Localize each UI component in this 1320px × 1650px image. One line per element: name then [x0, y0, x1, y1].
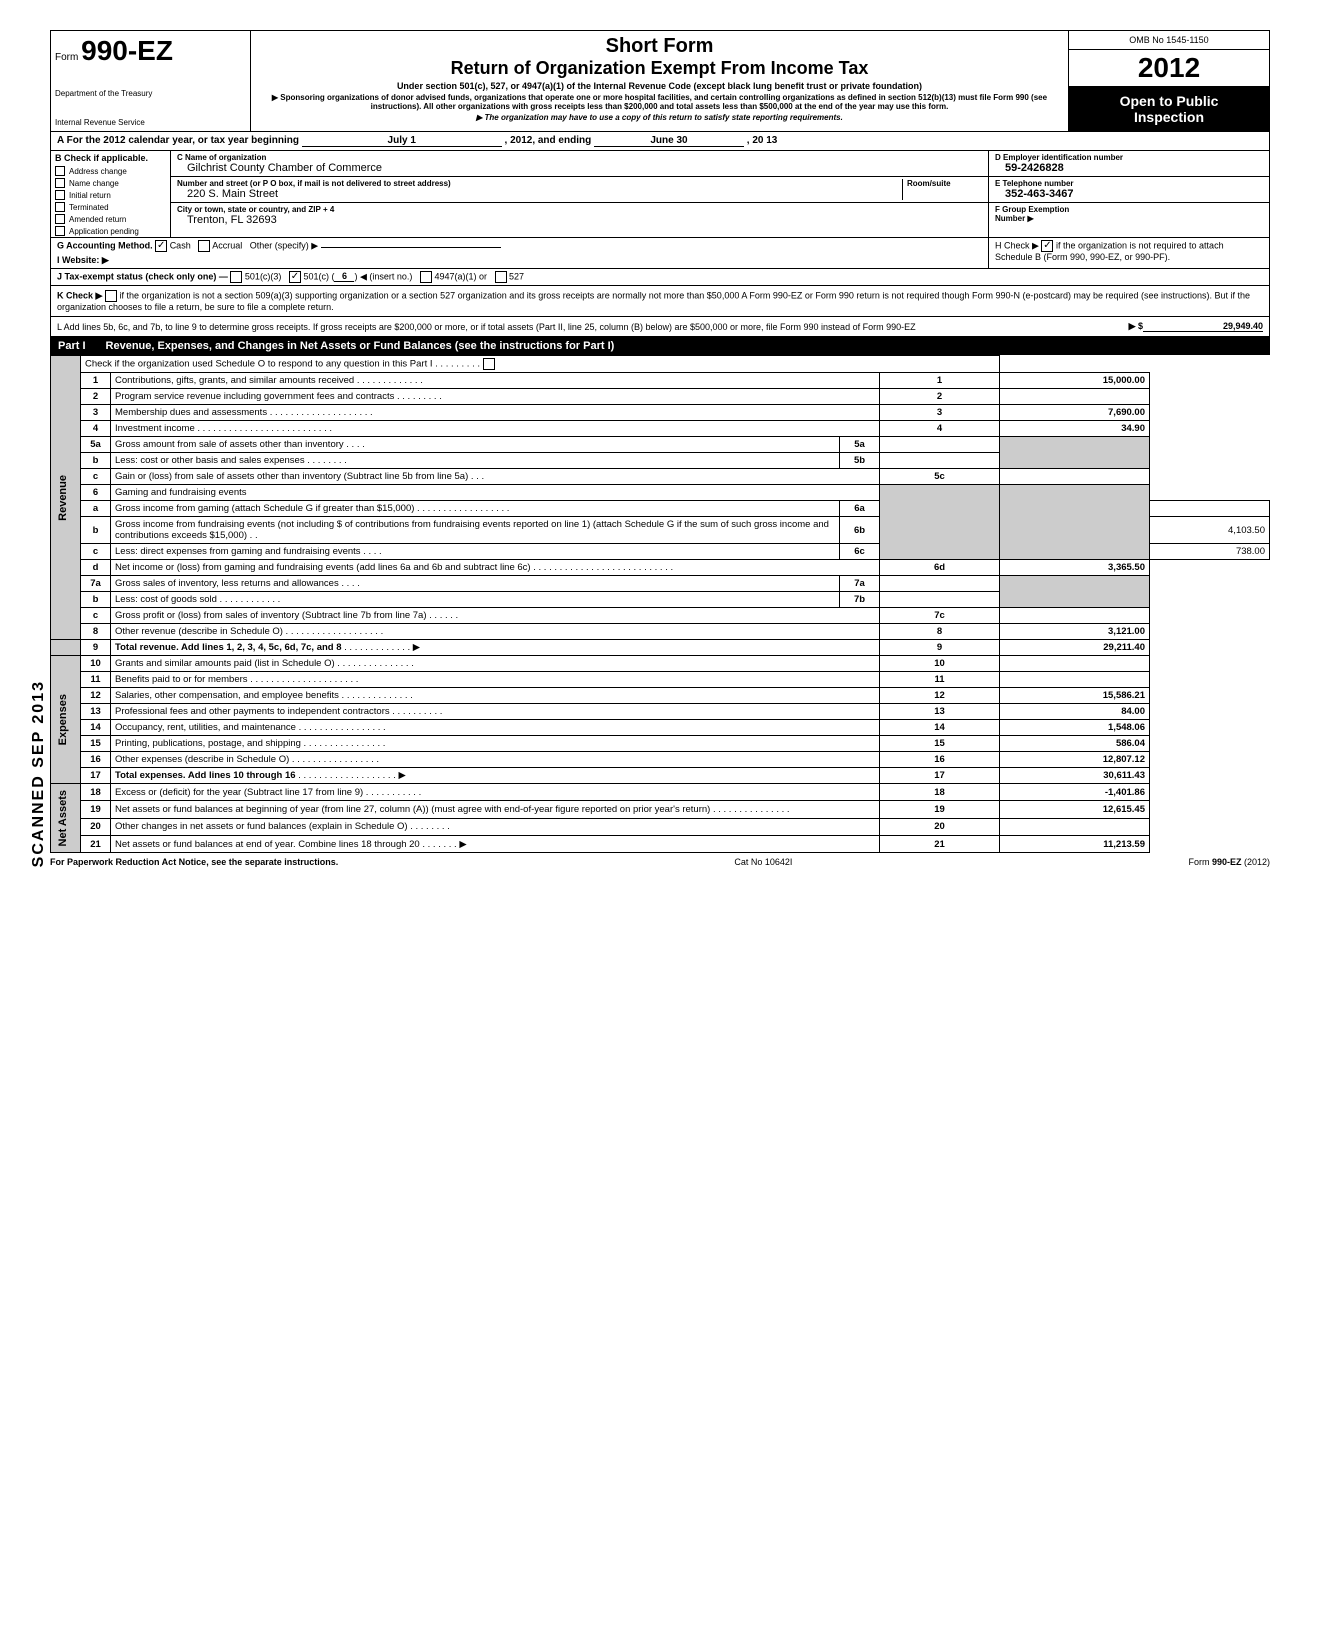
footer: For Paperwork Reduction Act Notice, see … — [50, 853, 1270, 871]
subtitle-3: ▶ The organization may have to use a cop… — [255, 113, 1064, 122]
part1-check-row: Check if the organization used Schedule … — [81, 356, 1000, 373]
org-city: Trenton, FL 32693 — [177, 214, 982, 226]
check-accrual[interactable] — [198, 240, 210, 252]
omb-number: OMB No 1545-1150 — [1069, 31, 1269, 50]
form-label: Form — [55, 52, 78, 63]
line-15: 15Printing, publications, postage, and s… — [51, 736, 1270, 752]
line-14: 14Occupancy, rent, utilities, and mainte… — [51, 720, 1270, 736]
phone: 352-463-3467 — [995, 188, 1263, 200]
check-amended[interactable]: Amended return — [51, 213, 170, 225]
line-7a: 7aGross sales of inventory, less returns… — [51, 576, 1270, 592]
check-name-change[interactable]: Name change — [51, 177, 170, 189]
line-17: 17Total expenses. Add lines 10 through 1… — [51, 768, 1270, 784]
line-a-tax-year: A For the 2012 calendar year, or tax yea… — [50, 132, 1270, 151]
subtitle-1: Under section 501(c), 527, or 4947(a)(1)… — [255, 81, 1064, 91]
line-4: 4Investment income . . . . . . . . . . .… — [51, 421, 1270, 437]
dept-irs: Internal Revenue Service — [55, 118, 246, 127]
subtitle-2: ▶ Sponsoring organizations of donor advi… — [255, 93, 1064, 111]
org-name: Gilchrist County Chamber of Commerce — [177, 162, 982, 174]
dept-treasury: Department of the Treasury — [55, 89, 246, 98]
line-6d: dNet income or (loss) from gaming and fu… — [51, 560, 1270, 576]
line-20: 20Other changes in net assets or fund ba… — [51, 818, 1270, 835]
ein: 59-2426828 — [995, 162, 1263, 174]
org-street: 220 S. Main Street — [177, 188, 902, 200]
check-527[interactable] — [495, 271, 507, 283]
short-form-title: Short Form — [255, 35, 1064, 58]
check-initial-return[interactable]: Initial return — [51, 189, 170, 201]
gross-receipts: 29,949.40 — [1143, 321, 1263, 332]
part-1-header: Part I Revenue, Expenses, and Changes in… — [50, 337, 1270, 355]
line-18: Net Assets18Excess or (deficit) for the … — [51, 784, 1270, 801]
line-8: 8Other revenue (describe in Schedule O) … — [51, 624, 1270, 640]
form-name: 990-EZ — [81, 35, 173, 66]
check-terminated[interactable]: Terminated — [51, 201, 170, 213]
line-2: 2Program service revenue including gover… — [51, 389, 1270, 405]
line-1: 1Contributions, gifts, grants, and simil… — [51, 373, 1270, 389]
part-1-table: Revenue Check if the organization used S… — [50, 355, 1270, 853]
line-19: 19Net assets or fund balances at beginni… — [51, 801, 1270, 818]
line-7c: cGross profit or (loss) from sales of in… — [51, 608, 1270, 624]
check-4947[interactable] — [420, 271, 432, 283]
check-h[interactable]: ✓ — [1041, 240, 1053, 252]
side-expenses: Expenses — [55, 690, 71, 749]
row-k: K Check ▶ if the organization is not a s… — [50, 286, 1270, 317]
line-3: 3Membership dues and assessments . . . .… — [51, 405, 1270, 421]
line-5c: cGain or (loss) from sale of assets othe… — [51, 469, 1270, 485]
check-cash[interactable]: ✓ — [155, 240, 167, 252]
line-6: 6Gaming and fundraising events — [51, 485, 1270, 501]
form-title-block: Short Form Return of Organization Exempt… — [251, 31, 1069, 131]
line-12: 12Salaries, other compensation, and empl… — [51, 688, 1270, 704]
check-501c[interactable]: ✓ — [289, 271, 301, 283]
row-l: L Add lines 5b, 6c, and 7b, to line 9 to… — [50, 317, 1270, 337]
section-def: D Employer identification number 59-2426… — [989, 151, 1269, 237]
line-13: 13Professional fees and other payments t… — [51, 704, 1270, 720]
check-address-change[interactable]: Address change — [51, 165, 170, 177]
return-title: Return of Organization Exempt From Incom… — [255, 58, 1064, 79]
line-9: 9Total revenue. Add lines 1, 2, 3, 4, 5c… — [51, 640, 1270, 656]
section-c: C Name of organization Gilchrist County … — [171, 151, 989, 237]
line-11: 11Benefits paid to or for members . . . … — [51, 672, 1270, 688]
form-right-block: OMB No 1545-1150 2012 Open to Public Ins… — [1069, 31, 1269, 131]
line-21: 21Net assets or fund balances at end of … — [51, 836, 1270, 853]
check-application-pending[interactable]: Application pending — [51, 225, 170, 237]
section-bcd: B Check if applicable. Address change Na… — [50, 151, 1270, 238]
scanned-stamp: SCANNED SEP 2013 — [30, 680, 48, 867]
line-10: Expenses10Grants and similar amounts pai… — [51, 656, 1270, 672]
line-16: 16Other expenses (describe in Schedule O… — [51, 752, 1270, 768]
row-g-i: G Accounting Method. ✓ Cash Accrual Othe… — [50, 238, 1270, 269]
section-b: B Check if applicable. Address change Na… — [51, 151, 171, 237]
check-501c3[interactable] — [230, 271, 242, 283]
tax-year: 2012 — [1069, 50, 1269, 87]
side-revenue: Revenue — [55, 471, 71, 525]
form-header: Form 990-EZ Department of the Treasury I… — [50, 30, 1270, 132]
line-5a: 5aGross amount from sale of assets other… — [51, 437, 1270, 453]
side-netassets: Net Assets — [55, 786, 71, 850]
row-j: J Tax-exempt status (check only one) — 5… — [50, 269, 1270, 286]
check-part1-scho[interactable] — [483, 358, 495, 370]
check-k[interactable] — [105, 290, 117, 302]
form-number-block: Form 990-EZ Department of the Treasury I… — [51, 31, 251, 131]
open-to-public: Open to Public Inspection — [1069, 87, 1269, 131]
